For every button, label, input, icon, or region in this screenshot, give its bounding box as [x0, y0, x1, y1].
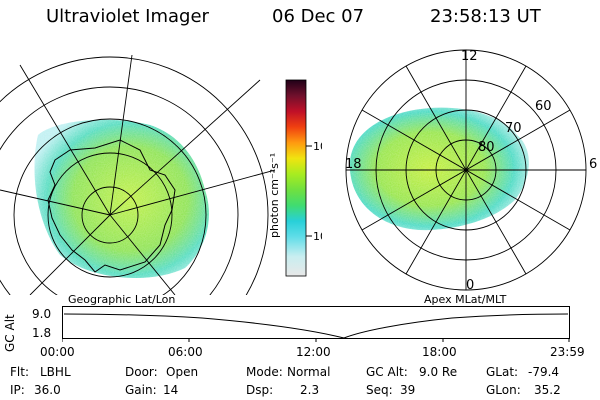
info-flt-value: LBHL [40, 365, 71, 379]
info-mode-value: Normal [287, 365, 331, 379]
info-glon-value: 35.2 [534, 383, 561, 397]
info-door-key: Door: [125, 365, 158, 379]
mlt-label-0: 0 [466, 278, 474, 293]
time-tick-2: 12:00 [296, 345, 331, 359]
altitude-frame [62, 306, 570, 339]
info-ip-value: 36.0 [34, 383, 61, 397]
geographic-map [0, 54, 275, 295]
info-dsp-value: 2.3 [300, 383, 320, 397]
mlt-spokes [346, 50, 586, 290]
info-seq-value: 39 [400, 383, 416, 397]
colorbar-tick-100: 100 [313, 140, 322, 153]
colorbar-tick-10: 10 [313, 230, 322, 243]
continent-outline [47, 139, 176, 273]
colorbar-unit-label: photon cm⁻²s⁻¹ [268, 153, 281, 238]
mlat-label-60: 60 [535, 99, 552, 114]
info-glat-key: GLat: [486, 365, 519, 379]
info-dsp-key: Dsp: [246, 383, 274, 397]
mlt-label-18: 18 [345, 157, 362, 172]
info-seq-key: Seq: [366, 383, 393, 397]
time-tick-1: 06:00 [168, 345, 203, 359]
colorbar: 100 10 photon cm⁻²s⁻¹ [268, 79, 322, 277]
time-label: 23:58:13 UT [430, 6, 541, 27]
time-tick-4: 23:59 [550, 345, 585, 359]
magnetic-caption: Apex MLat/MLT [424, 293, 507, 306]
longitude-grid [0, 54, 275, 295]
date-label: 06 Dec 07 [272, 6, 365, 27]
info-gain-value: 14 [163, 383, 179, 397]
altitude-tick-top: 9.0 [32, 307, 52, 321]
info-gcalt-key: GC Alt: [366, 365, 408, 379]
info-gcalt-value: 9.0 Re [419, 365, 458, 379]
info-glat-value: -79.4 [528, 365, 560, 379]
info-glon-key: GLon: [486, 383, 521, 397]
instrument-title: Ultraviolet Imager [46, 6, 209, 27]
altitude-tick-bottom: 1.8 [32, 326, 52, 340]
mlat-label-70: 70 [505, 121, 522, 136]
geographic-caption: Geographic Lat/Lon [68, 293, 176, 306]
info-ip-key: IP: [10, 383, 25, 397]
time-tick-0: 00:00 [40, 345, 75, 359]
colorbar-scale [285, 79, 307, 277]
mlt-label-6: 6 [589, 157, 597, 172]
altitude-ylabel: GC Alt [3, 314, 17, 352]
latitude-grid [0, 56, 269, 295]
info-mode-key: Mode: [246, 365, 283, 379]
info-door-value: Open [166, 365, 199, 379]
altitude-curve [63, 313, 569, 339]
time-tick-3: 18:00 [422, 345, 457, 359]
magnetic-polar-plot: 12 6 0 18 60 70 80 [345, 49, 597, 293]
info-gain-key: Gain: [125, 383, 157, 397]
altitude-plot [62, 306, 570, 342]
mlat-label-80: 80 [478, 140, 495, 155]
info-flt-key: Flt: [10, 365, 29, 379]
mlt-label-12: 12 [461, 49, 478, 64]
